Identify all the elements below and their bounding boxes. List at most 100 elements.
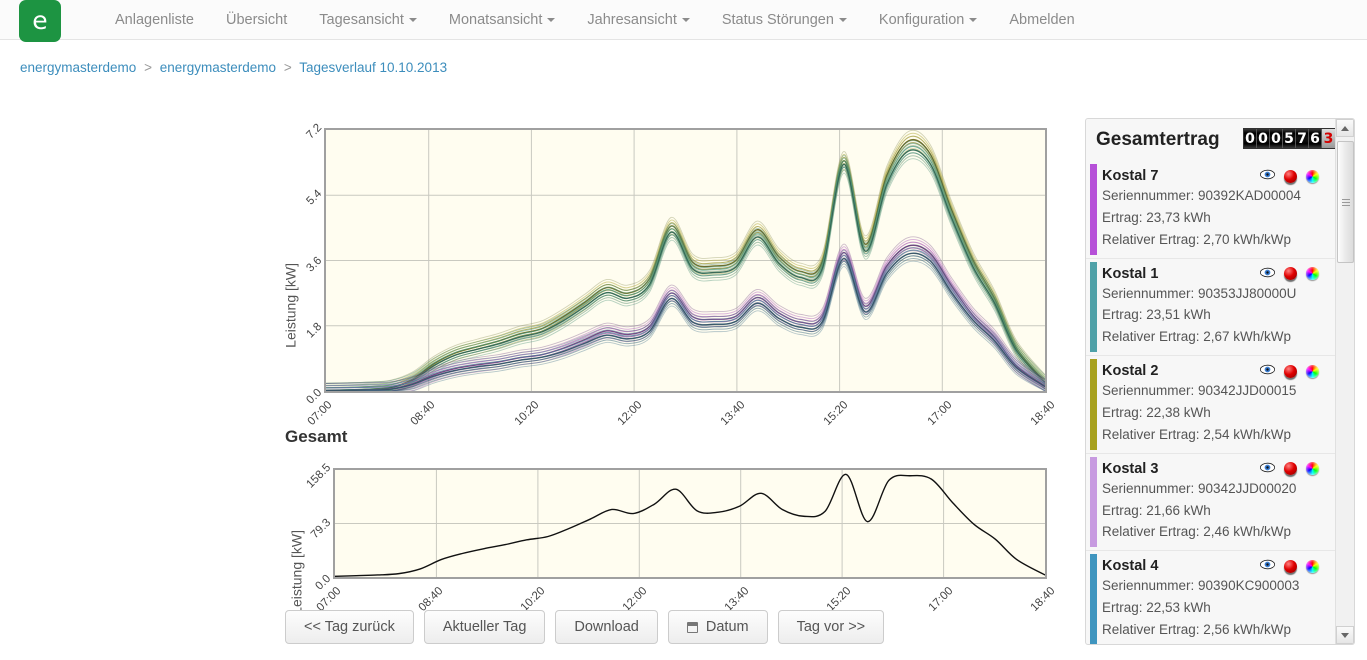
led-icon[interactable] (1284, 364, 1297, 378)
app-logo[interactable]: e (19, 0, 61, 42)
main-chart-plot[interactable] (324, 128, 1047, 393)
main-chart-xtick: 13:40 (718, 399, 748, 428)
sub-chart-svg (335, 470, 1045, 577)
eye-icon[interactable] (1259, 557, 1276, 575)
odometer-digit: 5 (1283, 129, 1296, 148)
odometer-fraction-digit: 3 (1322, 129, 1335, 148)
led-icon[interactable] (1284, 169, 1297, 183)
color-wheel-icon[interactable] (1306, 559, 1319, 573)
main-chart-xtick: 10:20 (512, 399, 542, 428)
device-icon-group (1259, 167, 1327, 185)
color-wheel-icon[interactable] (1306, 267, 1319, 281)
odometer-digit: 0 (1257, 129, 1270, 148)
triangle-down-icon (1341, 632, 1349, 638)
color-wheel-icon[interactable] (1306, 462, 1319, 476)
odometer-digit: 6 (1309, 129, 1322, 148)
logo-letter: e (32, 6, 48, 35)
breadcrumb-item-2[interactable]: energymasterdemo (159, 60, 277, 75)
device-list-item[interactable]: Kostal 4 Seriennummer: 90390KC900003 Ertra… (1086, 551, 1337, 644)
chevron-down-icon (838, 17, 847, 22)
eye-icon[interactable] (1259, 460, 1276, 478)
nav-item-abmelden[interactable]: Abmelden (993, 12, 1090, 28)
device-serial: Seriennummer: 90342JJD00020 (1102, 480, 1297, 496)
nav-item-tagesansicht[interactable]: Tagesansicht (303, 12, 433, 28)
device-serial: Seriennummer: 90342JJD00015 (1102, 383, 1297, 399)
scroll-up-button[interactable] (1336, 119, 1354, 137)
device-list-item[interactable]: Kostal 1 Seriennummer: 90353JJ80000U Ertra… (1086, 259, 1337, 357)
device-serial: Seriennummer: 90392KAD00004 (1102, 188, 1301, 203)
device-relative-yield: Relativer Ertrag: 2,70 kWh/kWp (1102, 231, 1292, 247)
device-icon-group (1259, 265, 1327, 283)
nav-item-konfiguration[interactable]: Konfiguration (863, 12, 993, 28)
color-wheel-icon[interactable] (1306, 364, 1319, 378)
chart-area: Leistung [kW] 0.0 1.8 3.6 5.4 7.2 07:00 08:40… (282, 122, 1058, 644)
panel-scrollbar[interactable] (1335, 119, 1354, 644)
device-icon-group (1259, 557, 1327, 575)
eye-icon[interactable] (1259, 265, 1276, 283)
led-icon[interactable] (1284, 267, 1297, 281)
main-chart-xtick: 15:20 (822, 399, 851, 428)
chevron-down-icon (681, 17, 690, 22)
main-chart-xtick: 18:40 (1028, 399, 1058, 428)
device-name: Kostal 1 (1102, 265, 1159, 282)
download-button[interactable]: Download (555, 610, 658, 644)
day-forward-button[interactable]: Tag vor >> (777, 610, 885, 644)
led-icon[interactable] (1284, 462, 1297, 476)
device-header: Kostal 7 (1102, 167, 1327, 185)
button-label: << Tag zurück (304, 619, 395, 635)
device-header: Kostal 4 (1102, 557, 1327, 575)
breadcrumb-item-1[interactable]: energymasterdemo (20, 60, 137, 75)
current-day-button[interactable]: Aktueller Tag (423, 610, 546, 644)
nav-label: Tagesansicht (319, 11, 404, 28)
button-label: Aktueller Tag (442, 619, 527, 635)
device-serial: Seriennummer: 90390KC900003 (1102, 578, 1300, 594)
device-name: Kostal 3 (1102, 460, 1159, 477)
device-list-item[interactable]: Kostal 7 Seriennummer: 90392KAD00004 Ertra… (1086, 161, 1337, 259)
main-chart-ytick: 5.4 (304, 188, 325, 208)
nav-item-uebersicht[interactable]: Übersicht (210, 12, 303, 28)
eye-icon[interactable] (1259, 362, 1276, 380)
device-icon-group (1259, 460, 1327, 478)
breadcrumb-separator: > (144, 60, 152, 75)
device-list[interactable]: Kostal 7 Seriennummer: 90392KAD00004 Ertra… (1086, 161, 1337, 644)
device-yield: Ertrag: 23,73 kWh (1102, 209, 1211, 225)
device-list-item[interactable]: Kostal 3 Seriennummer: 90342JJD00020 Ertra… (1086, 454, 1337, 552)
device-header: Kostal 3 (1102, 460, 1327, 478)
device-relative-yield: Relativer Ertrag: 2,46 kWh/kWp (1102, 524, 1292, 540)
nav-label: Status Störungen (721, 11, 834, 28)
device-yield: Ertrag: 21,66 kWh (1102, 502, 1211, 518)
nav-item-jahresansicht[interactable]: Jahresansicht (571, 12, 705, 28)
device-name: Kostal 7 (1102, 168, 1159, 184)
color-wheel-icon[interactable] (1306, 169, 1319, 183)
sub-chart-title: Gesamt (285, 427, 348, 446)
sub-chart-plot[interactable] (333, 468, 1047, 579)
chevron-down-icon (408, 17, 417, 22)
nav-label: Jahresansicht (587, 11, 677, 28)
device-relative-yield: Relativer Ertrag: 2,56 kWh/kWp (1102, 622, 1292, 638)
odometer-digit: 0 (1270, 129, 1283, 148)
nav-label: Anlagenliste (115, 11, 194, 28)
breadcrumb-item-3[interactable]: Tagesverlauf 10.10.2013 (299, 60, 448, 75)
device-color-bar (1090, 359, 1097, 450)
main-chart-xtick: 17:00 (925, 399, 955, 428)
device-yield: Ertrag: 22,53 kWh (1102, 600, 1211, 616)
device-yield: Ertrag: 23,51 kWh (1102, 307, 1211, 323)
device-name: Kostal 4 (1102, 558, 1159, 575)
device-color-bar (1090, 261, 1097, 353)
nav-item-anlagenliste[interactable]: Anlagenliste (99, 12, 210, 28)
eye-icon[interactable] (1259, 167, 1276, 185)
led-icon[interactable] (1284, 559, 1297, 573)
scrollbar-thumb[interactable] (1337, 141, 1354, 263)
device-color-bar (1090, 554, 1097, 644)
scroll-down-button[interactable] (1336, 626, 1354, 644)
sub-chart-ytick: 158.5 (304, 461, 334, 491)
day-back-button[interactable]: << Tag zurück (285, 610, 414, 644)
date-picker-button[interactable]: Datum (667, 610, 768, 644)
breadcrumb: energymasterdemo > energymasterdemo > Ta… (20, 60, 447, 75)
nav-item-status-stoerungen[interactable]: Status Störungen (706, 12, 863, 28)
device-header: Kostal 1 (1102, 265, 1327, 283)
device-list-item[interactable]: Kostal 2 Seriennummer: 90342JJD00015 Ertra… (1086, 356, 1337, 454)
nav-item-monatsansicht[interactable]: Monatsansicht (433, 12, 572, 28)
